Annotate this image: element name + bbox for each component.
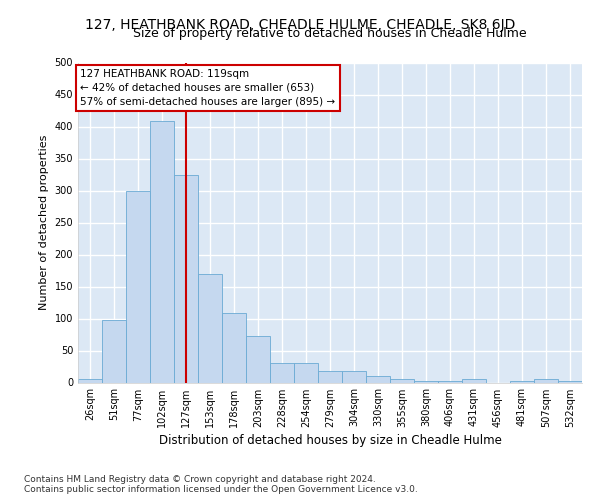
Bar bbox=[366, 376, 390, 382]
Y-axis label: Number of detached properties: Number of detached properties bbox=[39, 135, 49, 310]
Bar bbox=[534, 380, 558, 382]
Bar bbox=[438, 380, 462, 382]
Text: 127 HEATHBANK ROAD: 119sqm
← 42% of detached houses are smaller (653)
57% of sem: 127 HEATHBANK ROAD: 119sqm ← 42% of deta… bbox=[80, 69, 335, 107]
Bar bbox=[294, 364, 318, 382]
Text: 127, HEATHBANK ROAD, CHEADLE HULME, CHEADLE, SK8 6JD: 127, HEATHBANK ROAD, CHEADLE HULME, CHEA… bbox=[85, 18, 515, 32]
Bar bbox=[342, 371, 366, 382]
Bar bbox=[78, 380, 102, 382]
Bar bbox=[102, 320, 126, 382]
Bar bbox=[246, 336, 270, 382]
Bar bbox=[558, 381, 582, 382]
X-axis label: Distribution of detached houses by size in Cheadle Hulme: Distribution of detached houses by size … bbox=[158, 434, 502, 446]
Bar bbox=[318, 371, 342, 382]
Text: Contains HM Land Registry data © Crown copyright and database right 2024.
Contai: Contains HM Land Registry data © Crown c… bbox=[24, 474, 418, 494]
Bar bbox=[150, 122, 174, 382]
Bar bbox=[126, 190, 150, 382]
Bar bbox=[414, 380, 438, 382]
Bar bbox=[462, 378, 486, 382]
Bar bbox=[270, 364, 294, 382]
Bar bbox=[390, 378, 414, 382]
Title: Size of property relative to detached houses in Cheadle Hulme: Size of property relative to detached ho… bbox=[133, 28, 527, 40]
Bar bbox=[222, 314, 246, 382]
Bar bbox=[174, 174, 198, 382]
Bar bbox=[198, 274, 222, 382]
Bar bbox=[510, 380, 534, 382]
